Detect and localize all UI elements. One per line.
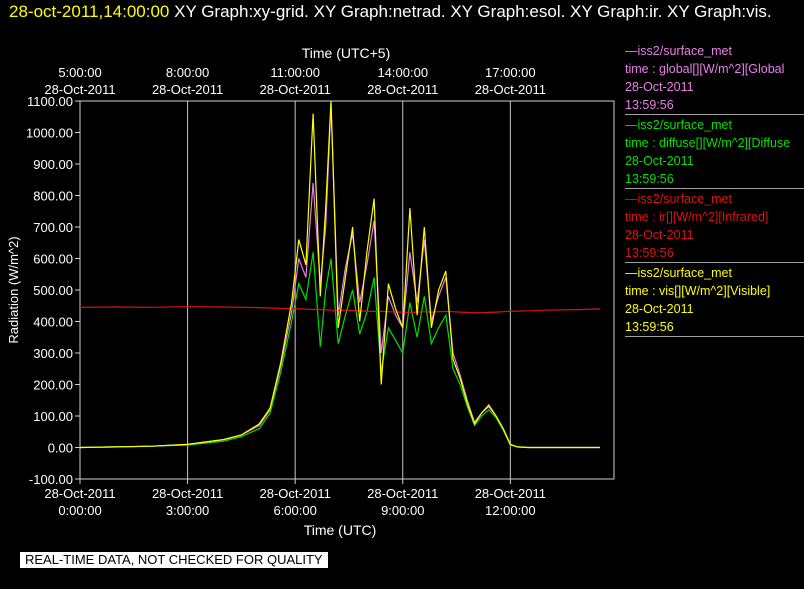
top-tick-date: 28-Oct-2011 <box>44 82 115 97</box>
x-tick-time: 3:00:00 <box>166 503 209 518</box>
legend-source: —iss2/surface_met <box>625 266 732 280</box>
legend-time: 13:59:56 <box>625 320 674 334</box>
top-tick-date: 28-Oct-2011 <box>367 82 438 97</box>
y-axis-label: Radiation (W/m^2) <box>6 236 21 343</box>
timestamp: 28-oct-2011,14:00:00 <box>9 2 170 21</box>
x-tick-time: 0:00:00 <box>58 503 101 518</box>
legend-date: 28-Oct-2011 <box>625 154 694 168</box>
legend-var: time : vis[][W/m^2][Visible] <box>625 284 771 298</box>
legend-time: 13:59:56 <box>625 246 674 260</box>
top-tick-date: 28-Oct-2011 <box>152 82 223 97</box>
legend-date: 28-Oct-2011 <box>625 302 694 316</box>
y-tick-label: 700.00 <box>33 220 73 235</box>
y-tick-label: 200.00 <box>33 378 73 393</box>
top-tick-date: 28-Oct-2011 <box>260 82 331 97</box>
x-tick-time: 6:00:00 <box>273 503 316 518</box>
x-tick-date: 28-Oct-2011 <box>152 486 223 501</box>
legend-time: 13:59:56 <box>625 98 674 112</box>
legend-date: 28-Oct-2011 <box>625 80 694 94</box>
y-tick-label: 0.00 <box>48 441 73 456</box>
legend-source: —iss2/surface_met <box>625 44 732 58</box>
y-tick-label: 1000.00 <box>26 126 73 141</box>
y-tick-label: 1100.00 <box>27 94 73 109</box>
legend-var: time : diffuse[][W/m^2][Diffuse <box>625 136 791 150</box>
x-tick-time: 12:00:00 <box>485 503 536 518</box>
x-tick-date: 28-Oct-2011 <box>475 486 546 501</box>
y-tick-label: 400.00 <box>33 315 73 330</box>
series-line-vis <box>79 100 600 449</box>
top-tick-time: 11:00:00 <box>270 65 320 80</box>
top-tick-time: 14:00:00 <box>377 65 428 80</box>
y-tick-label: -100.00 <box>29 472 73 487</box>
y-tick-label: 300.00 <box>33 346 73 361</box>
legend-source: —iss2/surface_met <box>625 118 732 132</box>
y-tick-label: 600.00 <box>33 252 73 267</box>
top-axis-label: Time (UTC+5) <box>302 45 391 61</box>
top-tick-time: 5:00:00 <box>58 65 101 80</box>
graph-list: XY Graph:xy-grid. XY Graph:netrad. XY Gr… <box>174 2 772 21</box>
x-tick-date: 28-Oct-2011 <box>367 486 438 501</box>
x-tick-time: 9:00:00 <box>381 503 424 518</box>
plot-frame <box>79 100 615 480</box>
series-line-ir <box>79 306 601 314</box>
window-title: 28-oct-2011,14:00:00 XY Graph:xy-grid. X… <box>9 1 799 23</box>
series-line-diffuse <box>79 252 600 449</box>
top-tick-time: 17:00:00 <box>485 65 536 80</box>
legend-var: time : ir[][W/m^2][Infrared] <box>625 210 769 224</box>
y-tick-label: 100.00 <box>33 409 73 424</box>
top-tick-date: 28-Oct-2011 <box>475 82 546 97</box>
x-axis-label: Time (UTC) <box>304 522 377 538</box>
legend-var: time : global[][W/m^2][Global <box>625 62 785 76</box>
legend-source: —iss2/surface_met <box>625 192 732 206</box>
top-tick-time: 8:00:00 <box>166 65 209 80</box>
x-tick-date: 28-Oct-2011 <box>44 486 115 501</box>
x-tick-date: 28-Oct-2011 <box>260 486 331 501</box>
legend-date: 28-Oct-2011 <box>625 228 694 242</box>
quality-disclaimer: REAL-TIME DATA, NOT CHECKED FOR QUALITY <box>20 552 328 568</box>
series-line-global <box>79 104 600 449</box>
y-tick-label: 900.00 <box>33 157 73 172</box>
y-tick-label: 800.00 <box>33 189 73 204</box>
legend-time: 13:59:56 <box>625 172 674 186</box>
y-tick-label: 500.00 <box>33 283 73 298</box>
